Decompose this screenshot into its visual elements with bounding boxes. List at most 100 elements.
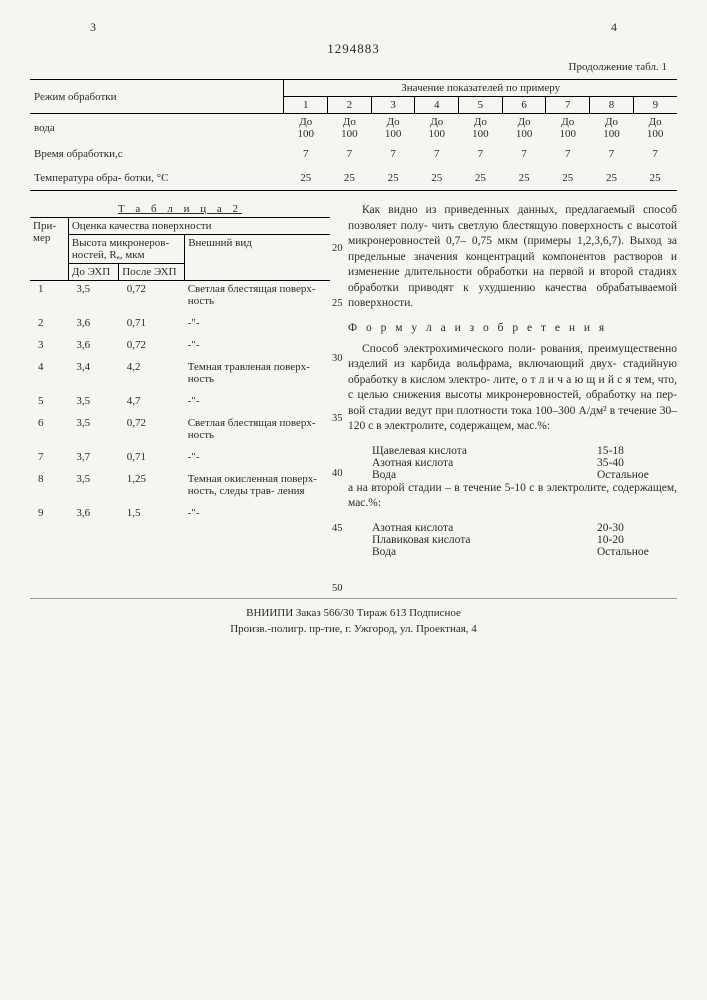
t2-cell-b: 3,4 (68, 359, 118, 393)
formula-heading: Ф о р м у л а и з о б р е т е н и я (348, 322, 677, 334)
t1-header-values: Значение показателей по примеру (284, 80, 677, 97)
t1-cell: 7 (633, 142, 677, 166)
t1-cell: 25 (415, 166, 459, 191)
t2-h-quality: Оценка качества поверхности (68, 218, 330, 235)
t1-cell: 25 (633, 166, 677, 191)
ingredient-row: ВодаОстальное (348, 546, 677, 558)
t1-header-mode: Режим обработки (30, 80, 284, 114)
t1-col-7: 7 (546, 97, 590, 114)
t1-col-6: 6 (502, 97, 546, 114)
ingredient-name: Вода (372, 469, 597, 481)
t2-h-look: Внешний вид (185, 235, 330, 281)
t2-cell-a: 0,71 (119, 449, 185, 471)
t2-cell-look: Темная окисленная поверх- ность, следы т… (185, 471, 330, 505)
t1-cell: 25 (284, 166, 328, 191)
table-2-title: Т а б л и ц а 2 (30, 203, 330, 215)
ingredient-row: Щавелевая кислота15-18 (348, 445, 677, 457)
t1-cell: 7 (590, 142, 634, 166)
ingredient-value: 15-18 (597, 445, 677, 457)
t1-cell: 25 (590, 166, 634, 191)
t2-cell-a: 0,72 (119, 337, 185, 359)
t1-col-9: 9 (633, 97, 677, 114)
t2-cell-a: 1,25 (119, 471, 185, 505)
t2-cell-look: -"- (185, 315, 330, 337)
ingredient-row: Плавиковая кислота10-20 (348, 534, 677, 546)
paragraph-2: Способ электрохимического поли- рования,… (348, 342, 677, 435)
t1-cell: До100 (502, 114, 546, 143)
line-number: 45 (332, 523, 343, 534)
t2-cell-b: 3,6 (68, 315, 118, 337)
ingredient-row: ВодаОстальное (348, 469, 677, 481)
line-number: 25 (332, 298, 343, 309)
t1-col-8: 8 (590, 97, 634, 114)
t2-cell-b: 3,6 (68, 505, 118, 527)
t2-cell-b: 3,5 (68, 281, 118, 316)
line-number: 40 (332, 468, 343, 479)
ingredient-value: 10-20 (597, 534, 677, 546)
t2-h-height: Высота микронеров- ностей, Rₐ, мкм (68, 235, 184, 264)
ingredient-value: Остальное (597, 469, 677, 481)
t2-cell-a: 0,72 (119, 415, 185, 449)
t1-cell: 25 (459, 166, 503, 191)
t1-col-2: 2 (328, 97, 372, 114)
line-number: 35 (332, 413, 343, 424)
ingredient-name: Плавиковая кислота (372, 534, 597, 546)
t2-cell-b: 3,5 (68, 393, 118, 415)
table-2: При- мер Оценка качества поверхности Выс… (30, 217, 330, 527)
ingredient-value: 20-30 (597, 522, 677, 534)
t2-cell-n: 3 (30, 337, 68, 359)
t2-cell-b: 3,5 (68, 415, 118, 449)
t2-cell-look: Темная травленая поверх- ность (185, 359, 330, 393)
table-1: Режим обработки Значение показателей по … (30, 79, 677, 191)
t2-h-after: После ЭХП (119, 264, 185, 281)
t1-col-1: 1 (284, 97, 328, 114)
t1-cell: До100 (415, 114, 459, 143)
t1-cell: 7 (459, 142, 503, 166)
ingredient-value: 35-40 (597, 457, 677, 469)
t2-cell-a: 4,7 (119, 393, 185, 415)
t1-cell: До100 (546, 114, 590, 143)
t2-cell-a: 4,2 (119, 359, 185, 393)
t2-cell-b: 3,6 (68, 337, 118, 359)
t2-cell-n: 5 (30, 393, 68, 415)
ingredient-name: Щавелевая кислота (372, 445, 597, 457)
document-id: 1294883 (30, 41, 677, 57)
t2-cell-b: 3,5 (68, 471, 118, 505)
t1-row-label: Время обработки,с (30, 142, 284, 166)
t1-cell: 7 (415, 142, 459, 166)
t2-cell-b: 3,7 (68, 449, 118, 471)
t1-cell: 7 (502, 142, 546, 166)
t2-cell-n: 2 (30, 315, 68, 337)
t2-cell-n: 4 (30, 359, 68, 393)
t2-h-primer: При- мер (30, 218, 68, 281)
text-column: 20253035404550 Как видно из приведенных … (348, 203, 677, 558)
t1-cell: До100 (284, 114, 328, 143)
t2-cell-look: -"- (185, 393, 330, 415)
page-left: 3 (90, 20, 96, 35)
t1-cell: 25 (546, 166, 590, 191)
line-number: 20 (332, 243, 343, 254)
t2-cell-look: -"- (185, 449, 330, 471)
page-right: 4 (611, 20, 617, 35)
t2-cell-a: 0,71 (119, 315, 185, 337)
page-numbers: 3 4 (30, 20, 677, 41)
footer-line-1: ВНИИПИ Заказ 566/30 Тираж 613 Подписное (30, 605, 677, 622)
t1-col-4: 4 (415, 97, 459, 114)
footer: ВНИИПИ Заказ 566/30 Тираж 613 Подписное … (30, 598, 677, 638)
t2-cell-a: 0,72 (119, 281, 185, 316)
t1-cell: До100 (590, 114, 634, 143)
t1-cell: До100 (459, 114, 503, 143)
t1-cell: 7 (371, 142, 415, 166)
line-number: 30 (332, 353, 343, 364)
t1-row-label: вода (30, 114, 284, 143)
t1-col-3: 3 (371, 97, 415, 114)
t2-h-before: До ЭХП (68, 264, 118, 281)
t1-row-label: Температура обра- ботки, °С (30, 166, 284, 191)
ingredient-row: Азотная кислота20-30 (348, 522, 677, 534)
t1-cell: 25 (502, 166, 546, 191)
paragraph-1: Как видно из приведенных данных, предлаг… (348, 203, 677, 312)
t2-cell-n: 7 (30, 449, 68, 471)
t2-cell-n: 8 (30, 471, 68, 505)
t2-cell-a: 1,5 (119, 505, 185, 527)
t2-cell-look: -"- (185, 505, 330, 527)
